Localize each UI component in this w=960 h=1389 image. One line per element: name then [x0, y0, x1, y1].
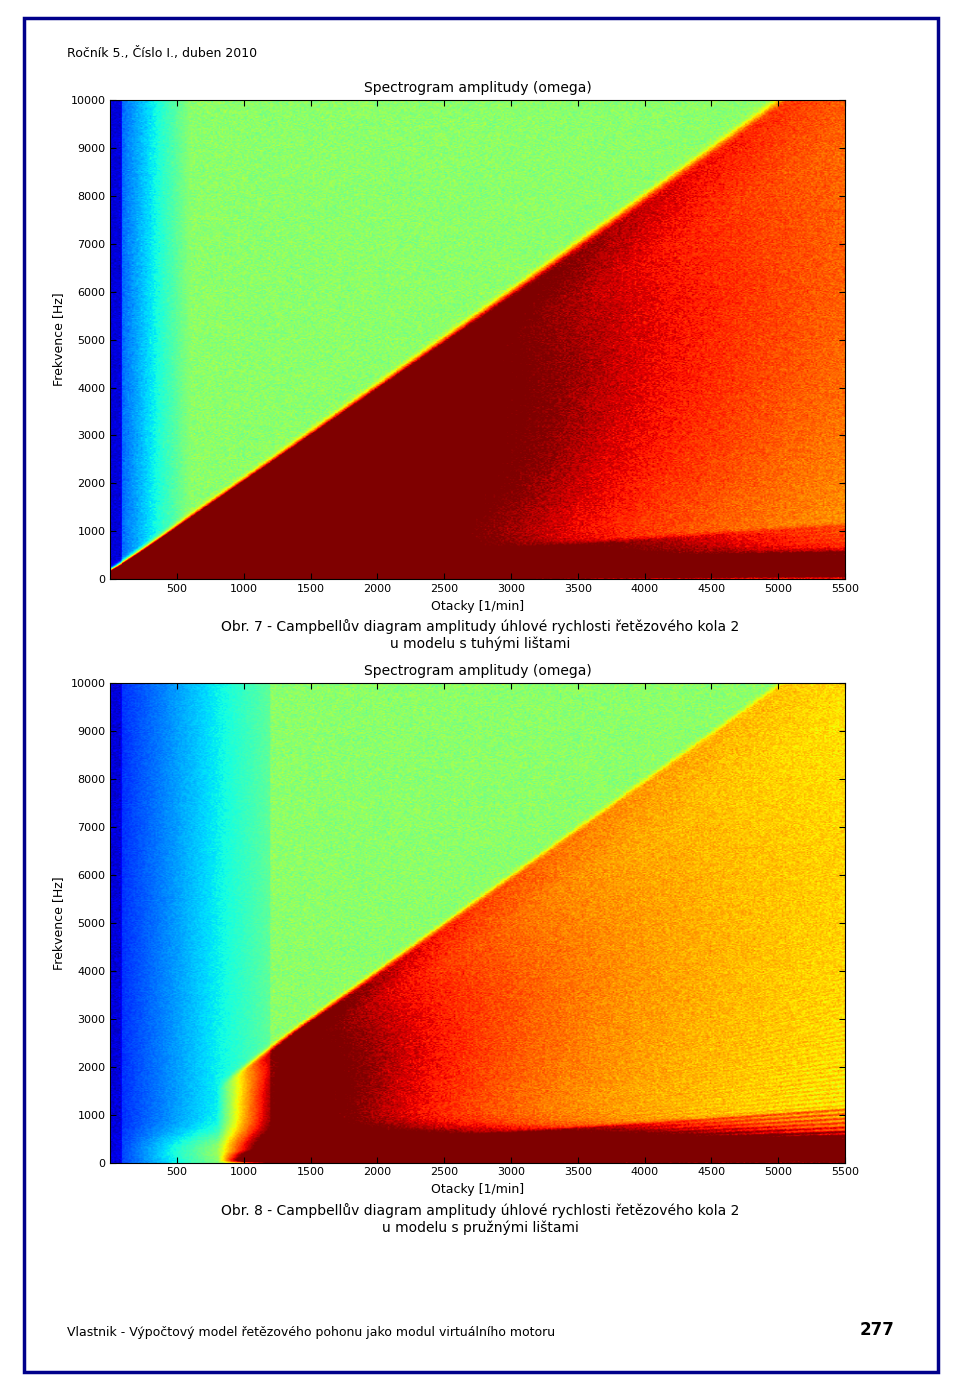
Y-axis label: Frekvence [Hz]: Frekvence [Hz] — [52, 293, 65, 386]
Text: Vlastnik - Výpočtový model řetězového pohonu jako modul virtuálního motoru: Vlastnik - Výpočtový model řetězového po… — [67, 1326, 555, 1339]
X-axis label: Otacky [1/min]: Otacky [1/min] — [431, 1183, 524, 1196]
Title: Spectrogram amplitudy (omega): Spectrogram amplitudy (omega) — [364, 664, 591, 678]
Text: Ročník 5., Číslo I., duben 2010: Ročník 5., Číslo I., duben 2010 — [67, 47, 257, 60]
Text: Obr. 7 - Campbellův diagram amplitudy úhlové rychlosti řetězového kola 2
u model: Obr. 7 - Campbellův diagram amplitudy úh… — [221, 619, 739, 651]
X-axis label: Otacky [1/min]: Otacky [1/min] — [431, 600, 524, 613]
Y-axis label: Frekvence [Hz]: Frekvence [Hz] — [52, 876, 65, 970]
Text: Obr. 8 - Campbellův diagram amplitudy úhlové rychlosti řetězového kola 2
u model: Obr. 8 - Campbellův diagram amplitudy úh… — [221, 1203, 739, 1235]
Title: Spectrogram amplitudy (omega): Spectrogram amplitudy (omega) — [364, 81, 591, 94]
Text: 277: 277 — [859, 1321, 894, 1339]
